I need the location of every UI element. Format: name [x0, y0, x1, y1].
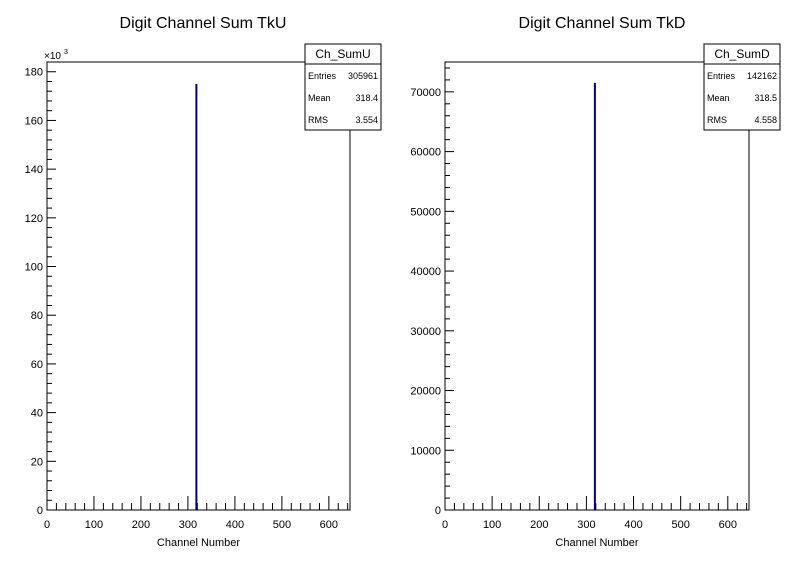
y-tick-label: 80	[31, 310, 43, 322]
stats-box: Ch_SumD Entries 142162 Mean 318.5 RMS 4.558	[703, 43, 781, 131]
plot-frame	[444, 61, 750, 511]
y-tick-label: 120	[25, 213, 43, 225]
x-axis-title: Channel Number	[555, 537, 638, 549]
y-tick-label: 40000	[410, 266, 441, 278]
y-tick-label: 140	[25, 164, 43, 176]
stats-row-label: RMS	[308, 115, 328, 125]
x-tick-label: 500	[273, 519, 291, 531]
y-tick-label: 60000	[410, 147, 441, 159]
stats-box-name: Ch_SumD	[714, 47, 770, 61]
x-axis-title: Channel Number	[157, 537, 240, 549]
y-tick-label: 50000	[410, 206, 441, 218]
stats-row-value: 305961	[348, 71, 378, 81]
x-tick-label: 200	[132, 519, 150, 531]
chart-title: Digit Channel Sum TkD	[519, 15, 686, 32]
stats-row-label: Mean	[308, 93, 331, 103]
y-axis-exponent: ×10	[44, 51, 61, 62]
histogram-panel-2: Digit Channel Sum TkD 0 100 200 300 400 500 600…	[410, 15, 781, 549]
y-tick-label: 20	[31, 456, 43, 468]
y-tick-label: 0	[435, 505, 441, 517]
x-tick-label: 500	[671, 519, 689, 531]
stats-row-value: 142162	[747, 71, 777, 81]
y-axis-exponent-power: 3	[64, 49, 68, 56]
x-tick-label: 0	[44, 519, 50, 531]
stats-box-name: Ch_SumU	[315, 47, 370, 61]
stats-row-value: 3.554	[355, 115, 378, 125]
stats-row-label: Mean	[707, 93, 730, 103]
x-tick-label: 0	[442, 519, 448, 531]
y-tick-label: 60	[31, 359, 43, 371]
stats-row-value: 318.5	[754, 93, 777, 103]
x-tick-label: 300	[179, 519, 197, 531]
x-tick-label: 100	[85, 519, 103, 531]
stats-row-label: Entries	[308, 71, 337, 81]
stats-row-label: RMS	[707, 115, 727, 125]
stats-row-value: 318.4	[355, 93, 378, 103]
y-tick-label: 180	[25, 67, 43, 79]
stats-row-label: Entries	[707, 71, 736, 81]
x-tick-label: 600	[320, 519, 338, 531]
y-tick-label: 10000	[410, 445, 441, 457]
y-tick-label: 70000	[410, 87, 441, 99]
y-tick-label: 160	[25, 115, 43, 127]
x-tick-label: 400	[624, 519, 642, 531]
y-tick-label: 40	[31, 408, 43, 420]
x-tick-label: 600	[719, 519, 737, 531]
stats-box: Ch_SumU Entries 305961 Mean 318.4 RMS 3.554	[304, 43, 382, 131]
x-tick-label: 200	[530, 519, 548, 531]
y-tick-label: 0	[37, 505, 43, 517]
y-tick-label: 20000	[410, 386, 441, 398]
y-tick-label: 30000	[410, 326, 441, 338]
y-tick-label: 100	[25, 262, 43, 274]
stats-row-value: 4.558	[754, 115, 777, 125]
stats-box-frame	[703, 43, 781, 131]
x-tick-label: 100	[483, 519, 501, 531]
x-tick-label: 400	[226, 519, 244, 531]
stats-box-frame	[304, 43, 382, 131]
x-tick-label: 300	[577, 519, 595, 531]
chart-title: Digit Channel Sum TkU	[120, 15, 287, 32]
